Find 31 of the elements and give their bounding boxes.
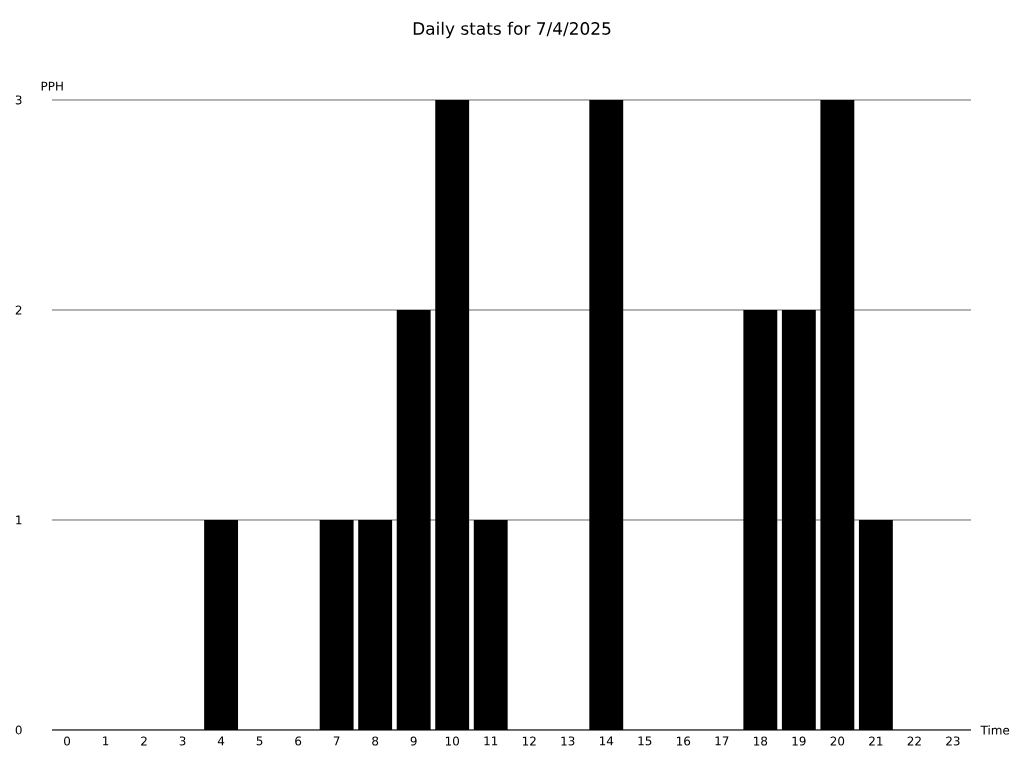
x-axis-title: Time: [980, 725, 1010, 735]
y-axis-title: PPH: [41, 81, 63, 91]
x-tick-label: 1: [103, 736, 109, 746]
x-tick-label: 14: [599, 736, 614, 746]
x-tick-label: 12: [522, 736, 536, 746]
x-tick-label: 4: [217, 736, 225, 746]
x-tick-label: 8: [372, 736, 379, 746]
y-tick-label: 0: [15, 725, 22, 735]
x-tick-label: 22: [907, 736, 921, 746]
y-tick-label: 3: [15, 95, 22, 105]
x-tick-label: 5: [256, 736, 263, 746]
y-tick-label: 2: [15, 305, 22, 315]
x-tick-label: 10: [445, 736, 460, 746]
x-tick-label: 2: [141, 736, 147, 746]
y-tick-label: 1: [16, 515, 22, 525]
x-tick-label: 23: [946, 736, 960, 746]
x-tick-label: 16: [677, 736, 691, 746]
x-tick-label: 0: [64, 736, 71, 746]
x-tick-label: 9: [410, 736, 417, 746]
x-tick-label: 6: [295, 736, 302, 746]
x-tick-label: 20: [830, 736, 845, 746]
x-tick-label: 13: [561, 736, 575, 746]
x-tick-label: 11: [484, 736, 498, 746]
x-tick-label: 7: [333, 736, 340, 746]
x-tick-label: 19: [792, 736, 806, 746]
x-tick-label: 21: [869, 736, 883, 746]
x-tick-label: 17: [715, 736, 729, 746]
chart-title: Daily stats for 7/4/2025: [413, 21, 611, 39]
x-tick-label: 3: [179, 736, 186, 746]
x-tick-label: 18: [754, 736, 768, 746]
x-tick-label: 15: [638, 736, 652, 746]
